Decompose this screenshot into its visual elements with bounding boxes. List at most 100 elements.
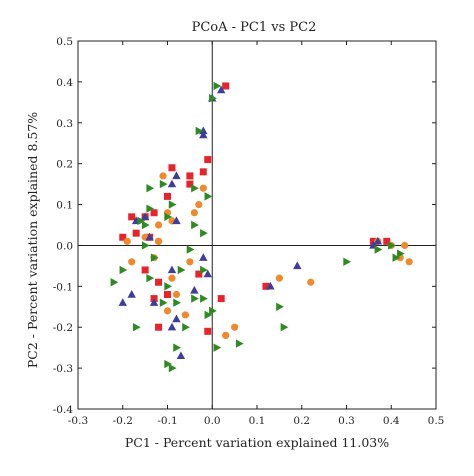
data-point-triangle-right xyxy=(186,245,195,254)
data-point-circle xyxy=(181,311,189,319)
data-point-triangle-right xyxy=(388,241,396,250)
data-point-circle xyxy=(275,274,283,282)
data-point-triangle-up xyxy=(149,298,159,306)
data-point-square xyxy=(128,213,136,221)
data-point-triangle-up xyxy=(172,171,181,180)
data-point-square xyxy=(164,192,171,200)
data-point-triangle-right xyxy=(164,212,172,222)
x-tick-label: 0.4 xyxy=(383,415,400,427)
data-point-square xyxy=(150,209,158,217)
data-point-triangle-right xyxy=(146,184,155,193)
data-point-triangle-right xyxy=(213,81,222,91)
data-point-square xyxy=(141,266,149,274)
x-tick-label: 0.5 xyxy=(428,415,445,427)
data-point-triangle-right xyxy=(392,253,401,262)
data-point-triangle-right xyxy=(168,363,177,373)
data-point-triangle-up xyxy=(266,281,275,290)
data-point-triangle-up xyxy=(190,285,199,294)
data-point-circle xyxy=(307,278,315,286)
data-point-triangle-right xyxy=(343,257,351,266)
data-point-triangle-right xyxy=(276,302,284,311)
data-point-square xyxy=(204,156,212,164)
data-points xyxy=(110,81,413,373)
data-point-square xyxy=(195,270,203,278)
data-point-triangle-right xyxy=(374,245,383,254)
data-point-triangle-right xyxy=(191,294,199,303)
x-tick-label: 0.2 xyxy=(293,415,310,427)
data-point-square xyxy=(119,233,127,241)
data-point-triangle-right xyxy=(213,343,222,352)
data-point-triangle-right xyxy=(195,126,204,136)
axis-ticks: -0.3 -0.2 -0.1 0.0 0.1 0.2 0.3 0.4 0.5 0.5 0.4 0.3 0… xyxy=(53,36,445,427)
data-point-triangle-right xyxy=(150,253,159,262)
data-point-square xyxy=(155,278,163,286)
x-tick-label: 0.0 xyxy=(204,415,221,427)
data-point-triangle-up xyxy=(176,351,186,360)
data-point-triangle-right xyxy=(200,265,208,275)
data-point-triangle-right xyxy=(164,282,172,291)
data-point-square xyxy=(155,323,163,331)
data-point-triangle-up xyxy=(172,314,181,323)
x-tick-label: -0.3 xyxy=(68,415,88,427)
data-point-circle xyxy=(154,221,163,229)
chart-title: PCoA - PC1 vs PC2 xyxy=(192,20,317,35)
y-tick-label: 0.4 xyxy=(56,77,73,89)
data-point-triangle-right xyxy=(280,323,289,332)
data-point-triangle-right xyxy=(204,192,213,201)
x-axis-label: PC1 - Percent variation explained 11.03% xyxy=(125,435,389,450)
data-point-triangle-up xyxy=(167,265,177,274)
data-point-triangle-right xyxy=(173,343,181,352)
data-point-triangle-right xyxy=(159,298,168,307)
data-point-triangle-up xyxy=(172,216,181,225)
data-point-circle xyxy=(186,258,194,266)
y-tick-label: -0.4 xyxy=(53,404,74,416)
data-point-triangle-right xyxy=(200,294,208,303)
data-point-triangle-right xyxy=(191,184,199,193)
data-point-triangle-up xyxy=(127,290,136,298)
data-point-square xyxy=(217,295,225,303)
data-point-triangle-right xyxy=(173,298,181,307)
data-point-triangle-right xyxy=(146,204,155,213)
data-point-square xyxy=(199,168,207,176)
data-point-triangle-up xyxy=(118,298,127,306)
data-point-circle xyxy=(123,237,131,245)
data-point-circle xyxy=(128,258,136,266)
data-point-triangle-up xyxy=(373,236,383,245)
data-point-circle xyxy=(401,241,409,250)
data-point-triangle-right xyxy=(397,249,405,258)
data-point-triangle-right xyxy=(168,200,177,209)
y-tick-label: -0.1 xyxy=(53,281,73,293)
y-tick-label: 0.0 xyxy=(56,240,73,252)
data-point-triangle-right xyxy=(141,220,150,230)
data-point-circle xyxy=(172,290,181,299)
data-point-triangle-right xyxy=(209,306,217,316)
y-tick-label: -0.2 xyxy=(53,322,73,334)
y-tick-label: -0.3 xyxy=(53,363,73,375)
data-point-circle xyxy=(159,172,167,180)
data-point-circle xyxy=(195,200,203,209)
data-point-square xyxy=(132,229,140,237)
data-point-circle xyxy=(231,323,239,331)
data-point-triangle-right xyxy=(235,339,244,348)
data-point-triangle-up xyxy=(203,269,212,278)
x-tick-label: -0.2 xyxy=(113,415,133,427)
data-point-triangle-right xyxy=(177,265,186,275)
data-point-triangle-right xyxy=(200,228,208,238)
data-point-triangle-up xyxy=(167,322,177,331)
data-point-triangle-up xyxy=(140,212,150,221)
data-point-circle xyxy=(190,209,198,217)
data-point-triangle-right xyxy=(159,179,168,189)
data-point-triangle-up xyxy=(199,253,208,261)
plot-frame xyxy=(77,40,437,410)
data-point-circle xyxy=(154,237,163,245)
data-point-triangle-right xyxy=(191,220,199,230)
data-point-triangle-right xyxy=(204,310,213,320)
data-point-triangle-right xyxy=(119,265,128,275)
x-tick-label: 0.3 xyxy=(338,415,355,427)
y-axis-label: PC2 - Percent variation explained 8.57% xyxy=(25,112,40,368)
data-point-circle xyxy=(405,258,413,266)
data-point-circle xyxy=(168,274,176,282)
data-point-triangle-right xyxy=(137,216,146,226)
data-point-triangle-up xyxy=(199,130,208,139)
